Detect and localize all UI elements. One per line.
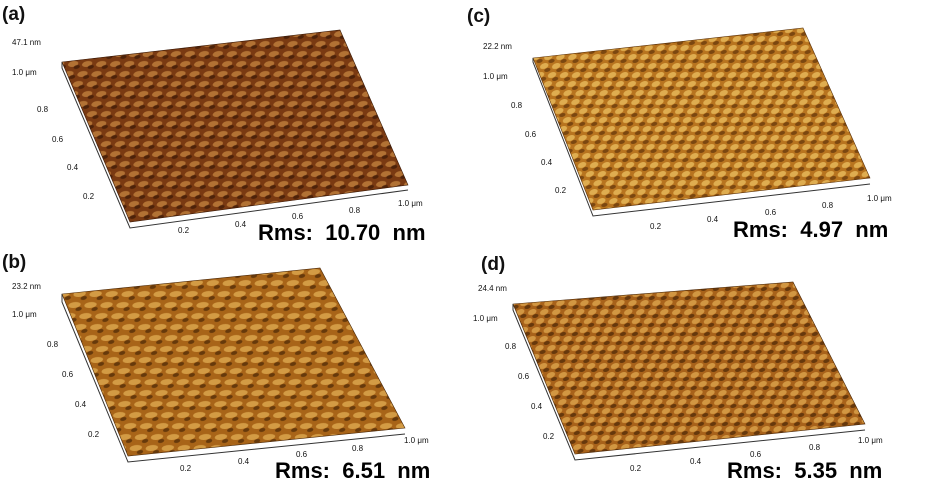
x-tick: 0.2 [630, 464, 642, 473]
y-tick: 0.8 [37, 105, 49, 114]
afm-panel-c: (c) 22.2 nm 1.0 μm 0.8 0.6 0.4 0.2 0.2 0… [463, 0, 926, 245]
rms-value: Rms: 5.35 nm [727, 458, 883, 483]
x-tick-end: 1.0 μm [404, 436, 429, 445]
y-tick: 0.4 [531, 402, 543, 411]
afm-surface-c [532, 27, 871, 217]
y-tick: 0.8 [505, 342, 517, 351]
x-tick-end: 1.0 μm [858, 436, 883, 445]
y-tick: 0.6 [52, 135, 64, 144]
afm-panel-a: (a) 47.1 nm 1.0 μm 0.8 0.6 0.4 0.2 0.2 0… [0, 0, 463, 245]
y-tick: 0.2 [83, 192, 95, 201]
y-tick: 0.6 [518, 372, 530, 381]
y-tick: 0.6 [525, 130, 537, 139]
y-tick-top: 1.0 μm [12, 310, 37, 319]
y-tick: 0.2 [555, 186, 567, 195]
rms-value: Rms: 10.70 nm [258, 220, 426, 245]
y-tick: 0.2 [88, 430, 100, 439]
x-tick: 0.2 [650, 222, 662, 231]
x-tick: 0.2 [180, 464, 192, 473]
x-tick: 0.4 [707, 215, 719, 224]
y-tick: 0.6 [62, 370, 74, 379]
x-tick-end: 1.0 μm [398, 199, 423, 208]
panel-label: (d) [481, 254, 506, 275]
panel-label: (b) [2, 252, 27, 273]
y-tick-top: 1.0 μm [12, 68, 37, 77]
y-tick: 0.4 [541, 158, 553, 167]
z-max-label: 24.4 nm [478, 284, 507, 293]
panel-label: (c) [467, 6, 491, 27]
z-max-label: 22.2 nm [483, 42, 512, 51]
z-max-label: 47.1 nm [12, 38, 41, 47]
rms-value: Rms: 6.51 nm [275, 458, 431, 483]
afm-surface-d [512, 281, 866, 461]
surface-b [61, 267, 406, 457]
y-tick: 0.8 [47, 340, 59, 349]
surface-c [532, 27, 871, 211]
afm-surface-a [61, 29, 409, 229]
surface-a [61, 29, 409, 223]
x-tick: 0.4 [690, 457, 702, 466]
afm-panel-d: (d) 24.4 nm 1.0 μm 0.8 0.6 0.4 0.2 0.2 0… [463, 246, 926, 491]
x-tick: 0.8 [822, 201, 834, 210]
z-max-label: 23.2 nm [12, 282, 41, 291]
x-tick: 0.6 [750, 450, 762, 459]
afm-surface-b [61, 267, 406, 463]
x-tick: 0.8 [349, 206, 361, 215]
x-tick: 0.4 [235, 220, 247, 229]
y-tick: 0.4 [67, 163, 79, 172]
y-tick: 0.8 [511, 101, 523, 110]
x-tick: 0.8 [809, 443, 821, 452]
y-tick-top: 1.0 μm [483, 72, 508, 81]
surface-d [512, 281, 866, 455]
panel-label: (a) [2, 4, 26, 25]
afm-panel-b: (b) 23.2 nm 1.0 μm 0.8 0.6 0.4 0.2 0.2 0… [0, 246, 463, 491]
x-tick: 0.8 [352, 444, 364, 453]
x-tick: 0.2 [178, 226, 190, 235]
x-tick: 0.6 [765, 208, 777, 217]
x-tick: 0.6 [296, 450, 308, 459]
y-tick: 0.4 [75, 400, 87, 409]
rms-value: Rms: 4.97 nm [733, 217, 889, 242]
y-tick-top: 1.0 μm [473, 314, 498, 323]
x-tick-end: 1.0 μm [867, 194, 892, 203]
y-tick: 0.2 [543, 432, 555, 441]
x-tick: 0.6 [292, 212, 304, 221]
x-tick: 0.4 [238, 457, 250, 466]
